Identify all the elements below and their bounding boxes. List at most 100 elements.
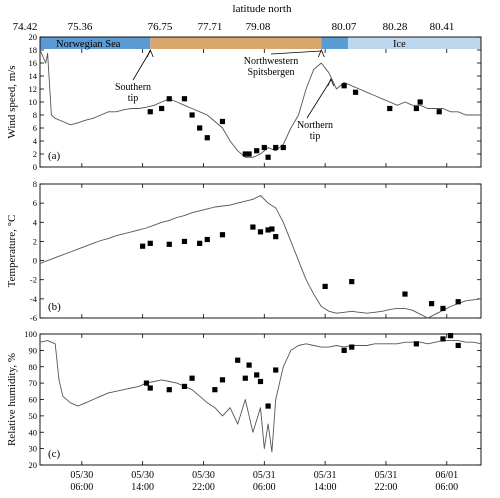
model-point xyxy=(143,380,150,386)
model-point xyxy=(440,336,446,342)
model-point xyxy=(219,118,226,125)
x-axis-tick-labels: 05/3006:0005/3014:0005/3022:0005/3106:00… xyxy=(70,470,458,493)
x-tick-label: 22:00 xyxy=(192,482,215,493)
y-tick-label: -6 xyxy=(30,313,37,323)
y-tick-label: 100 xyxy=(24,329,37,339)
y-tick-label: 18 xyxy=(29,45,38,55)
temperature-panel: -6 -4 -2 0 2 4 6 8 Temperature, °C (b) xyxy=(6,179,482,323)
panel-c-label: (c) xyxy=(48,448,61,460)
y-tick-label: 2 xyxy=(33,149,37,159)
annotation-text: Northwestern xyxy=(244,56,298,67)
y-tick-label: 20 xyxy=(29,460,38,470)
model-point xyxy=(140,243,146,249)
model-point xyxy=(280,144,286,151)
top-axis-tick-label: 80.28 xyxy=(383,21,408,33)
model-point xyxy=(250,224,256,230)
model-point xyxy=(341,347,347,353)
x-tick-label: 05/31 xyxy=(253,470,276,481)
model-point xyxy=(402,291,408,297)
top-axis-tick-label: 76.75 xyxy=(148,21,173,33)
model-point xyxy=(261,144,267,151)
model-point xyxy=(269,226,275,232)
y-tick-label: 8 xyxy=(33,179,37,189)
model-point xyxy=(147,109,153,115)
y-tick-label: 12 xyxy=(29,84,38,94)
y-tick-label: 50 xyxy=(29,411,38,421)
model-point xyxy=(219,377,226,383)
y-tick-label: -2 xyxy=(30,275,37,285)
y-tick-label: 4 xyxy=(33,136,38,146)
model-point xyxy=(257,378,264,385)
y-tick-label: 0 xyxy=(33,162,37,172)
region-bar-segment-0 xyxy=(40,37,151,49)
region-bar-segment-1 xyxy=(150,37,322,49)
plot-frame xyxy=(39,183,482,319)
x-tick-label: 22:00 xyxy=(375,482,398,493)
y-tick-label: 20 xyxy=(29,32,38,42)
y-axis-label: Temperature, °C xyxy=(6,215,18,288)
x-tick-label: 06:00 xyxy=(70,482,93,493)
model-point xyxy=(147,240,153,246)
top-axis-label: latitude north xyxy=(233,3,292,15)
x-tick-label: 05/31 xyxy=(314,470,337,481)
model-point xyxy=(166,96,172,102)
annotation-text: Southern xyxy=(115,82,151,93)
model-point xyxy=(265,154,271,160)
top-axis-tick-label: 79.08 xyxy=(246,21,271,33)
y-tick-label: 4 xyxy=(33,217,38,227)
y-tick-label: 10 xyxy=(29,97,38,107)
model-point xyxy=(189,112,195,118)
x-tick-label: 06:00 xyxy=(435,482,458,493)
model-point xyxy=(204,135,210,141)
x-tick-label: 06:00 xyxy=(253,482,276,493)
y-tick-label: 40 xyxy=(29,427,38,437)
model-point xyxy=(417,99,423,105)
top-axis-tick-label: 77.71 xyxy=(198,21,223,33)
x-tick-label: 14:00 xyxy=(314,482,337,493)
model-point xyxy=(349,344,355,350)
y-tick-label: 70 xyxy=(29,378,38,388)
humidity-panel: 20 30 40 50 60 70 80 90 100 Relative humidity, % (… xyxy=(6,329,482,470)
model-point xyxy=(352,89,359,95)
model-point xyxy=(273,234,279,240)
y-tick-label: -4 xyxy=(30,294,38,304)
y-axis-label: Relative humidity, % xyxy=(6,353,18,446)
y-tick-label: 90 xyxy=(29,345,38,355)
measured-series-line xyxy=(39,49,481,158)
model-point xyxy=(197,240,203,246)
measured-series-line xyxy=(39,340,482,453)
model-point xyxy=(413,105,419,112)
top-axis-tick-label: 80.41 xyxy=(430,21,455,33)
annotation-text: Spitsbergen xyxy=(247,67,294,78)
y-tick-label: 30 xyxy=(29,444,38,454)
top-axis-tick-labels: 74.42 75.36 76.75 77.71 79.08 80.07 80.28 80.41 xyxy=(13,21,455,33)
model-point xyxy=(254,148,260,154)
model-point xyxy=(197,125,203,131)
annotation-arrowhead xyxy=(327,77,335,87)
annotation-text: tip xyxy=(310,131,321,142)
model-point xyxy=(204,236,210,243)
model-point xyxy=(341,83,347,89)
annotation-arrowhead xyxy=(146,48,154,58)
model-point xyxy=(147,385,153,391)
annotation-text: Northern xyxy=(297,120,333,131)
model-point xyxy=(322,283,328,290)
annotation-arrow xyxy=(306,79,332,119)
model-point xyxy=(265,403,271,409)
top-axis-tick-label: 80.07 xyxy=(332,21,357,33)
top-axis-tick-label: 74.42 xyxy=(13,21,38,33)
y-tick-label: 16 xyxy=(29,58,38,68)
wind-speed-panel: Norwegian Sea Ice 0 2 4 6 8 10 12 14 16 18 20 Wind sp… xyxy=(6,32,482,172)
y-tick-label: 0 xyxy=(33,256,37,266)
y-tick-label: 2 xyxy=(33,236,37,246)
x-tick-label: 05/30 xyxy=(192,470,215,481)
model-point xyxy=(246,151,252,157)
region-bar-segment-3 xyxy=(347,37,481,49)
model-point xyxy=(235,357,241,363)
x-tick-label: 14:00 xyxy=(131,482,154,493)
annotation-text: tip xyxy=(128,93,139,104)
model-point xyxy=(455,299,461,305)
model-point xyxy=(273,367,279,373)
region-label-3: Ice xyxy=(393,39,406,50)
